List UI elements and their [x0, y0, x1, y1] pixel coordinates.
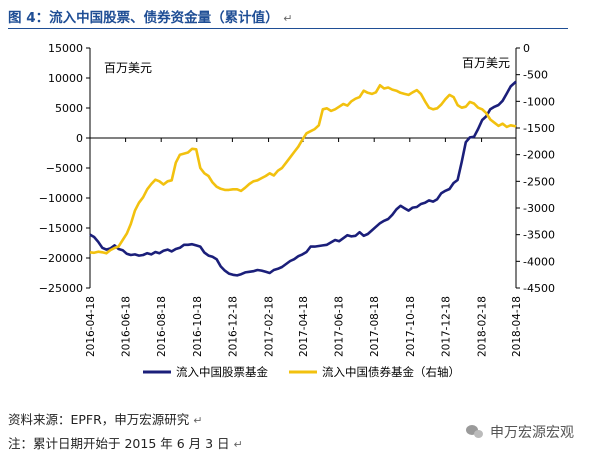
left-tick-label: −15000 [39, 222, 83, 235]
series-line-equity-funds [89, 80, 517, 277]
right-tick-label: -1500 [523, 122, 555, 135]
left-tick-label: 0 [76, 132, 83, 145]
x-tick-label: 2017-08-18 [369, 296, 381, 357]
right-tick-label: -3500 [523, 229, 555, 242]
legend-label-equity-funds: 流入中国股票基金 [176, 365, 268, 379]
right-tick-label: -2500 [523, 175, 555, 188]
left-axis-unit-label: 百万美元 [104, 61, 152, 75]
dual-axis-line-chart: 15000 10000 5000 0 −5000 −10000 −15000 −20000 −2… [39, 42, 555, 379]
left-tick-label: −25000 [39, 282, 83, 295]
right-tick-label: -4500 [523, 282, 555, 295]
x-tick-label: 2016-10-18 [192, 296, 204, 357]
x-tick-label: 2017-04-18 [298, 296, 310, 357]
left-tick-label: 10000 [48, 72, 83, 85]
right-tick-label: -3000 [523, 202, 555, 215]
x-tick-label: 2016-06-18 [121, 296, 133, 357]
x-tick-label: 2018-02-18 [477, 296, 489, 357]
title-divider [8, 28, 568, 29]
right-tick-label: -1000 [523, 95, 555, 108]
cumulative-note-text: 注：累计日期开始于 2015 年 6 月 3 日 [8, 436, 230, 451]
paragraph-mark-icon: ↵ [233, 438, 243, 451]
right-tick-label: -4000 [523, 255, 555, 268]
x-tick-label: 2017-10-18 [405, 296, 417, 357]
series-line-bond-funds [89, 84, 517, 255]
left-tick-label: 5000 [55, 102, 83, 115]
left-tick-label: −5000 [46, 162, 83, 175]
right-tick-label: 0 [523, 42, 530, 55]
x-tick-label: 2017-06-18 [334, 296, 346, 357]
x-tick-label: 2016-12-18 [227, 296, 239, 357]
left-tick-label: 15000 [48, 42, 83, 55]
left-tick-label: −20000 [39, 252, 83, 265]
x-tick-label: 2018-04-18 [511, 296, 523, 357]
x-tick-label: 2017-12-18 [440, 296, 452, 357]
wechat-icon [466, 425, 484, 439]
right-tick-label: -500 [523, 69, 548, 82]
right-tick-label: -2000 [523, 149, 555, 162]
paragraph-mark-icon: ↵ [283, 12, 293, 25]
x-tick-label: 2017-02-18 [264, 296, 276, 357]
x-tick-label: 2016-08-18 [156, 296, 168, 357]
cumulative-note: 注：累计日期开始于 2015 年 6 月 3 日 ↵ [8, 433, 243, 452]
left-tick-label: −10000 [39, 192, 83, 205]
figure-title: 图 4：流入中国股票、债券资金量（累计值） ↵ [8, 6, 293, 26]
paragraph-mark-icon: ↵ [193, 414, 203, 427]
x-tick-label: 2016-04-18 [85, 296, 97, 357]
right-axis-unit-label: 百万美元 [462, 56, 510, 70]
watermark: 申万宏源宏观 [466, 422, 574, 442]
source-note: 资料来源：EPFR，申万宏源研究 ↵ [8, 409, 203, 428]
watermark-text: 申万宏源宏观 [490, 425, 574, 441]
source-note-text: 资料来源：EPFR，申万宏源研究 [8, 412, 190, 427]
legend-label-bond-funds: 流入中国债券基金（右轴） [322, 365, 460, 379]
figure-title-text: 图 4：流入中国股票、债券资金量（累计值） [8, 10, 279, 26]
